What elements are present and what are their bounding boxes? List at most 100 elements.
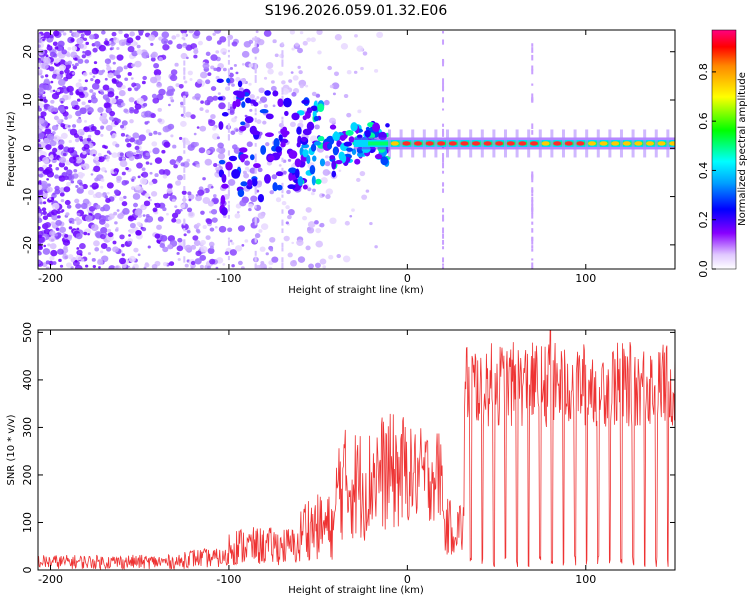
spectrogram-noise-cell	[154, 157, 163, 164]
spectrogram-band-hotspot	[541, 141, 550, 146]
spectrogram-noise-cell	[327, 65, 333, 71]
spectrogram-signal-cell	[343, 141, 353, 147]
spectrogram-noise-cell	[52, 41, 58, 46]
spectrogram-noise-cell	[255, 30, 259, 34]
spectrogram-signal-cell	[300, 136, 307, 142]
spectrogram-noise-cell	[122, 207, 130, 215]
spectrogram-noise-cell	[125, 166, 129, 171]
spectrogram-noise-cell	[116, 74, 121, 79]
spectrogram-noise-cell	[142, 102, 148, 107]
spectrogram-noise-cell	[138, 30, 144, 34]
spectrogram-artifact-cell	[183, 244, 186, 249]
spectrogram-noise-cell	[135, 230, 142, 236]
spectrogram-signal-cell	[272, 90, 279, 97]
spectrogram-noise-cell	[205, 51, 211, 57]
spectrogram-noise-cell	[163, 193, 169, 199]
spectrogram-artifact-cell	[531, 193, 534, 197]
spectrogram-noise-cell	[94, 247, 100, 252]
spectrogram-noise-cell	[38, 170, 42, 175]
spectrogram-noise-cell	[356, 177, 361, 182]
spectrogram-noise-cell	[74, 57, 78, 60]
spectrogram-signal-cell	[216, 78, 224, 83]
spectrogram-noise-cell	[210, 54, 218, 61]
spectrogram-noise-cell	[148, 132, 153, 137]
spectrogram-artifact-cell	[183, 69, 186, 74]
spectrogram-artifact-cell	[227, 36, 230, 43]
spectrogram-noise-cell	[38, 184, 43, 191]
spectrogram-signal-cell	[309, 165, 316, 175]
spectrogram-noise-cell	[193, 132, 197, 136]
spectrogram-noise-cell	[129, 137, 135, 143]
spectrogram-artifact-cell	[531, 47, 534, 53]
spectrogram-noise-cell	[356, 45, 364, 52]
spectrogram-noise-cell	[248, 39, 254, 44]
spectrogram-noise-cell	[287, 252, 293, 258]
spectrogram-noise-cell	[157, 107, 163, 112]
spectrogram-artifact-cell	[254, 119, 257, 123]
spectrogram-artifact-cell	[227, 68, 230, 73]
spectrogram-noise-cell	[311, 91, 317, 97]
spectrogram-noise-cell	[250, 195, 258, 203]
spectrogram-noise-cell	[169, 159, 177, 166]
spectrogram-signal-cell	[296, 142, 301, 148]
spectrogram-noise-cell	[344, 220, 350, 226]
spectrogram-noise-cell	[202, 197, 211, 204]
spectrogram-noise-cell	[278, 164, 282, 167]
spectrogram-band-streak	[550, 129, 554, 158]
spectrogram-noise-cell	[182, 95, 187, 99]
spectrogram-noise-cell	[109, 110, 116, 117]
colorbar-tick-label: 0.8	[697, 63, 710, 81]
spectrogram-noise-cell	[244, 114, 248, 118]
spectrogram-noise-cell	[281, 80, 286, 85]
spectrogram-noise-cell	[186, 158, 190, 163]
spectrogram-noise-cell	[116, 46, 120, 50]
spectrogram-noise-cell	[297, 256, 306, 263]
spectrogram-noise-cell	[159, 242, 166, 248]
spectrogram-noise-cell	[141, 80, 146, 85]
spectrogram-noise-cell	[43, 99, 48, 103]
spectrogram-noise-cell	[190, 145, 194, 148]
spectrogram-noise-cell	[216, 147, 222, 153]
spectrogram-noise-cell	[68, 226, 73, 230]
spectrogram-noise-cell	[258, 100, 262, 104]
spectrogram-noise-cell	[100, 185, 104, 189]
spectrogram-artifact-cell	[227, 54, 230, 58]
spectrogram-noise-cell	[120, 160, 128, 167]
spectrogram-noise-cell	[38, 189, 44, 196]
spectrogram-noise-cell	[78, 43, 85, 49]
spectrogram-noise-cell	[349, 214, 353, 218]
figure-title: S196.2026.059.01.32.E06	[265, 3, 448, 19]
spectrogram-noise-cell	[259, 246, 266, 252]
spectrogram-noise-cell	[123, 33, 129, 39]
spectrogram-noise-cell	[141, 51, 150, 59]
spectrogram-signal-cell	[313, 141, 322, 146]
spectrogram-signal-cell	[218, 159, 226, 165]
spectrogram-noise-cell	[102, 144, 106, 149]
colorbar: 0.0 0.2 0.4 0.6 0.8 Normalized spectral ampl…	[697, 29, 748, 278]
spectrogram-noise-cell	[154, 202, 161, 209]
spectrogram-artifact-cell	[281, 258, 284, 262]
spectrogram-noise-cell	[298, 70, 303, 75]
spectrogram-noise-cell	[76, 37, 84, 45]
spectrogram-noise-cell	[72, 72, 75, 75]
spectrogram-artifact-cell	[183, 150, 186, 154]
spectrogram-noise-cell	[42, 94, 46, 98]
spectrogram-artifact-cell	[442, 208, 445, 213]
spectrogram-noise-cell	[82, 150, 87, 155]
spectrogram-noise-cell	[93, 240, 100, 247]
spectrogram-noise-cell	[45, 144, 52, 150]
spectrogram-noise-cell	[200, 71, 208, 79]
spectrogram-noise-cell	[70, 51, 78, 58]
spectrogram-noise-cell	[121, 253, 125, 257]
spectrogram-noise-cell	[113, 36, 117, 41]
spectrogram-noise-cell	[115, 143, 120, 148]
spectrogram-artifact-cell	[531, 221, 534, 225]
spectrogram-noise-cell	[60, 132, 68, 140]
snr-y-ticks: 0 100 200 300 400 500	[21, 322, 675, 574]
spectrogram-noise-cell	[104, 223, 110, 228]
spectrogram-noise-cell	[187, 191, 192, 196]
spectrogram-noise-cell	[162, 43, 170, 51]
spectrogram-noise-cell	[146, 120, 150, 124]
spectrogram-noise-cell	[320, 177, 328, 184]
spectrogram-artifact-cell	[227, 204, 230, 211]
